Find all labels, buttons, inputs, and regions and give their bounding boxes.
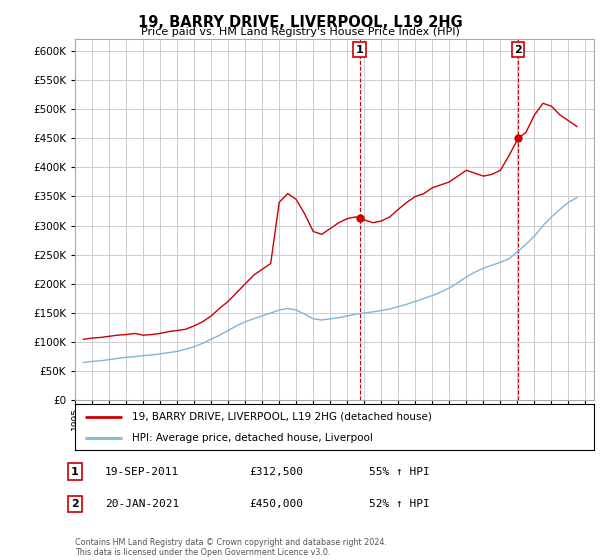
Text: 2: 2	[514, 45, 522, 55]
Text: 52% ↑ HPI: 52% ↑ HPI	[369, 499, 430, 509]
Text: Contains HM Land Registry data © Crown copyright and database right 2024.
This d: Contains HM Land Registry data © Crown c…	[75, 538, 387, 557]
Text: 55% ↑ HPI: 55% ↑ HPI	[369, 466, 430, 477]
Text: 20-JAN-2021: 20-JAN-2021	[105, 499, 179, 509]
Text: 1: 1	[356, 45, 364, 55]
Text: £450,000: £450,000	[249, 499, 303, 509]
Text: 19, BARRY DRIVE, LIVERPOOL, L19 2HG: 19, BARRY DRIVE, LIVERPOOL, L19 2HG	[137, 15, 463, 30]
Text: Price paid vs. HM Land Registry's House Price Index (HPI): Price paid vs. HM Land Registry's House …	[140, 27, 460, 37]
Text: £312,500: £312,500	[249, 466, 303, 477]
Text: 19, BARRY DRIVE, LIVERPOOL, L19 2HG (detached house): 19, BARRY DRIVE, LIVERPOOL, L19 2HG (det…	[132, 412, 432, 422]
Text: 1: 1	[71, 466, 79, 477]
Text: HPI: Average price, detached house, Liverpool: HPI: Average price, detached house, Live…	[132, 433, 373, 443]
Text: 2: 2	[71, 499, 79, 509]
Text: 19-SEP-2011: 19-SEP-2011	[105, 466, 179, 477]
